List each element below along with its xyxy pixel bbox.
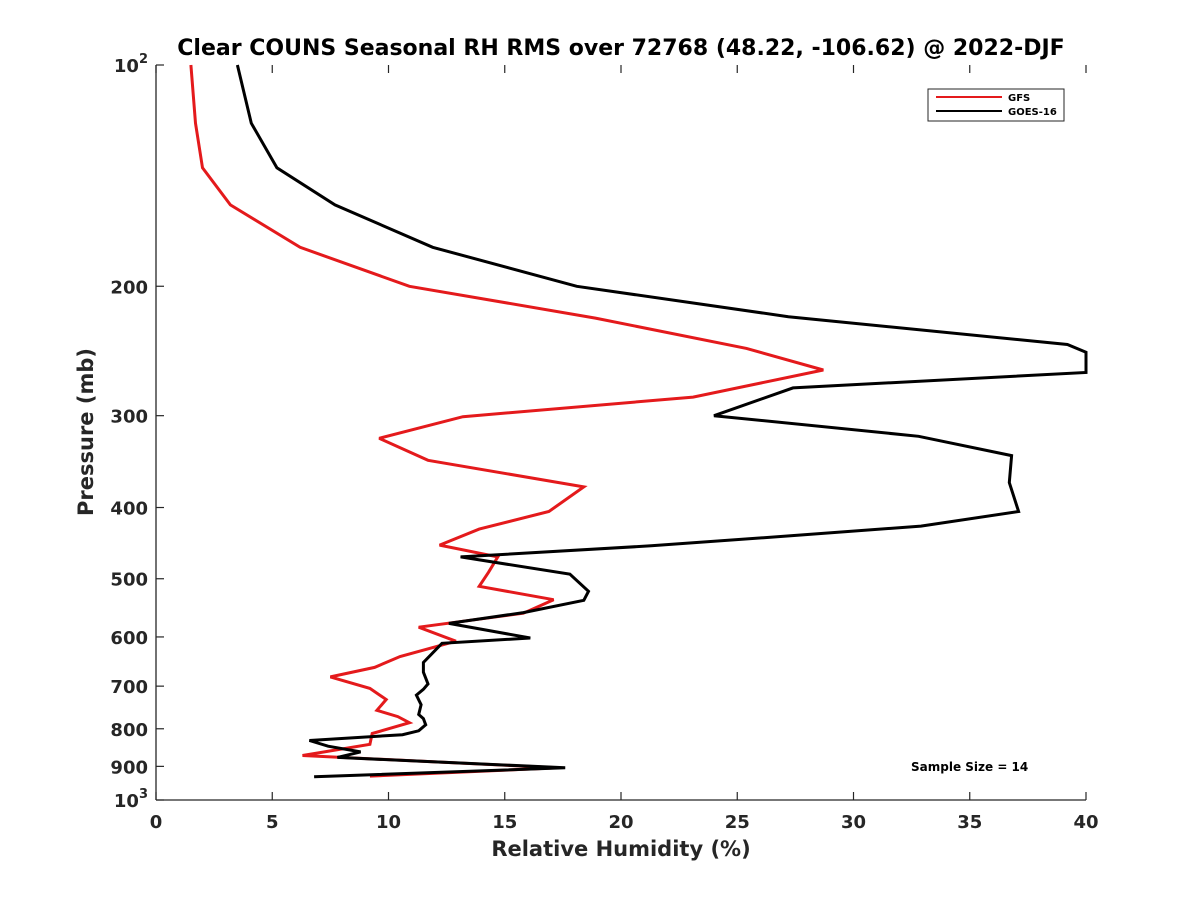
y-tick-label: 400 xyxy=(110,499,148,520)
y-tick-label: 600 xyxy=(110,628,148,649)
legend-box xyxy=(927,88,1065,122)
series-layer xyxy=(189,64,1088,779)
x-axis-ticks: 0 5 10 15 20 25 30 35 40 xyxy=(150,65,1099,833)
x-tick-label: 30 xyxy=(841,812,866,833)
sample-size-annotation: Sample Size = 14 xyxy=(911,760,1028,774)
plot-area xyxy=(155,64,1088,801)
x-tick-label: 20 xyxy=(608,812,633,833)
y-tick-label: 102 xyxy=(114,52,148,77)
y-axis-ticks: 102 200 300 400 500 600 700 800 900 103 xyxy=(110,52,164,812)
x-tick-label: 10 xyxy=(376,812,401,833)
legend: GFS GOES-16 xyxy=(927,88,1065,122)
x-axis-label: Relative Humidity (%) xyxy=(491,837,750,861)
x-tick-label: 35 xyxy=(957,812,982,833)
y-tick-label: 700 xyxy=(110,677,148,698)
x-tick-label: 15 xyxy=(492,812,517,833)
series-line-goes16 xyxy=(235,64,1088,779)
x-tick-label: 5 xyxy=(266,812,279,833)
x-tick-label: 40 xyxy=(1073,812,1098,833)
y-tick-label: 103 xyxy=(114,787,148,812)
y-tick-label: 900 xyxy=(110,757,148,778)
legend-label-gfs: GFS xyxy=(1008,93,1030,104)
y-tick-label: 200 xyxy=(110,277,148,298)
legend-label-goes16: GOES-16 xyxy=(1008,107,1057,118)
y-tick-label: 800 xyxy=(110,720,148,741)
chart-title: Clear COUNS Seasonal RH RMS over 72768 (… xyxy=(177,36,1064,61)
y-tick-label: 300 xyxy=(110,407,148,428)
y-axis-label: Pressure (mb) xyxy=(74,348,98,516)
x-tick-label: 25 xyxy=(725,812,750,833)
y-tick-label: 500 xyxy=(110,570,148,591)
series-line-gfs xyxy=(189,64,824,778)
x-tick-label: 0 xyxy=(150,812,163,833)
